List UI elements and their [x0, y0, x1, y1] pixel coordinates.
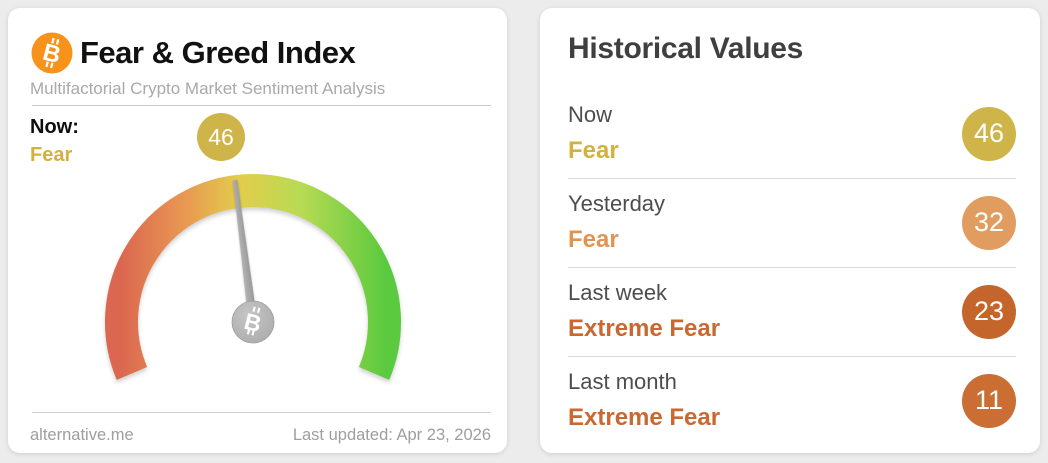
row-period-label: Now	[568, 102, 613, 127]
row-value-badge: 32	[962, 195, 1016, 250]
row-classification: Fear	[568, 137, 619, 164]
gauge-chart: B	[88, 172, 418, 392]
row-period-label: Last week	[568, 280, 668, 305]
footer-divider	[32, 412, 491, 413]
table-row-last-month: Last month Extreme Fear 11	[568, 357, 1016, 445]
svg-text:B: B	[242, 308, 264, 337]
historical-rows: Now Fear 46 Yesterday Fear 32 Last week …	[568, 90, 1016, 445]
row-classification: Extreme Fear	[568, 404, 721, 431]
row-classification: Extreme Fear	[568, 315, 721, 342]
source-link[interactable]: alternative.me	[30, 426, 134, 444]
historical-values-title: Historical Values	[568, 32, 804, 65]
row-value-badge: 46	[962, 106, 1016, 161]
row-period-label: Yesterday	[568, 191, 666, 216]
page-subtitle: Multifactorial Crypto Market Sentiment A…	[30, 79, 386, 98]
bitcoin-icon-glyph: B	[40, 37, 63, 69]
gauge-needle	[232, 179, 258, 325]
bitcoin-pivot-icon: B	[242, 306, 264, 337]
row-period-label: Last month	[568, 369, 677, 394]
gauge-pivot: B	[231, 300, 275, 344]
row-value-badge: 11	[962, 373, 1016, 428]
table-row-now: Now Fear 46	[568, 90, 1016, 179]
card-footer: alternative.me Last updated: Apr 23, 202…	[30, 426, 491, 445]
gauge-value-badge: 46	[197, 113, 245, 161]
table-row-last-week: Last week Extreme Fear 23	[568, 268, 1016, 357]
table-row-yesterday: Yesterday Fear 32	[568, 179, 1016, 268]
gauge-svg: B	[105, 174, 401, 380]
row-value-badge: 23	[962, 284, 1016, 339]
now-classification: Fear	[30, 144, 73, 166]
last-updated-text: Last updated: Apr 23, 2026	[292, 426, 491, 444]
fear-greed-index-card: B Fear & Greed Index Multifactorial Cryp…	[8, 8, 507, 453]
bitcoin-icon: B	[31, 32, 73, 74]
bitcoin-icon-circle	[31, 32, 73, 74]
historical-values-card: Historical Values Now Fear 46 Yesterday …	[540, 8, 1040, 453]
svg-text:B: B	[40, 39, 63, 69]
header-divider	[32, 105, 491, 106]
now-label: Now:	[30, 116, 79, 138]
row-classification: Fear	[568, 226, 619, 253]
gauge-arc	[105, 174, 401, 380]
page-title: Fear & Greed Index	[80, 35, 356, 70]
gauge-needle-group	[232, 179, 258, 325]
